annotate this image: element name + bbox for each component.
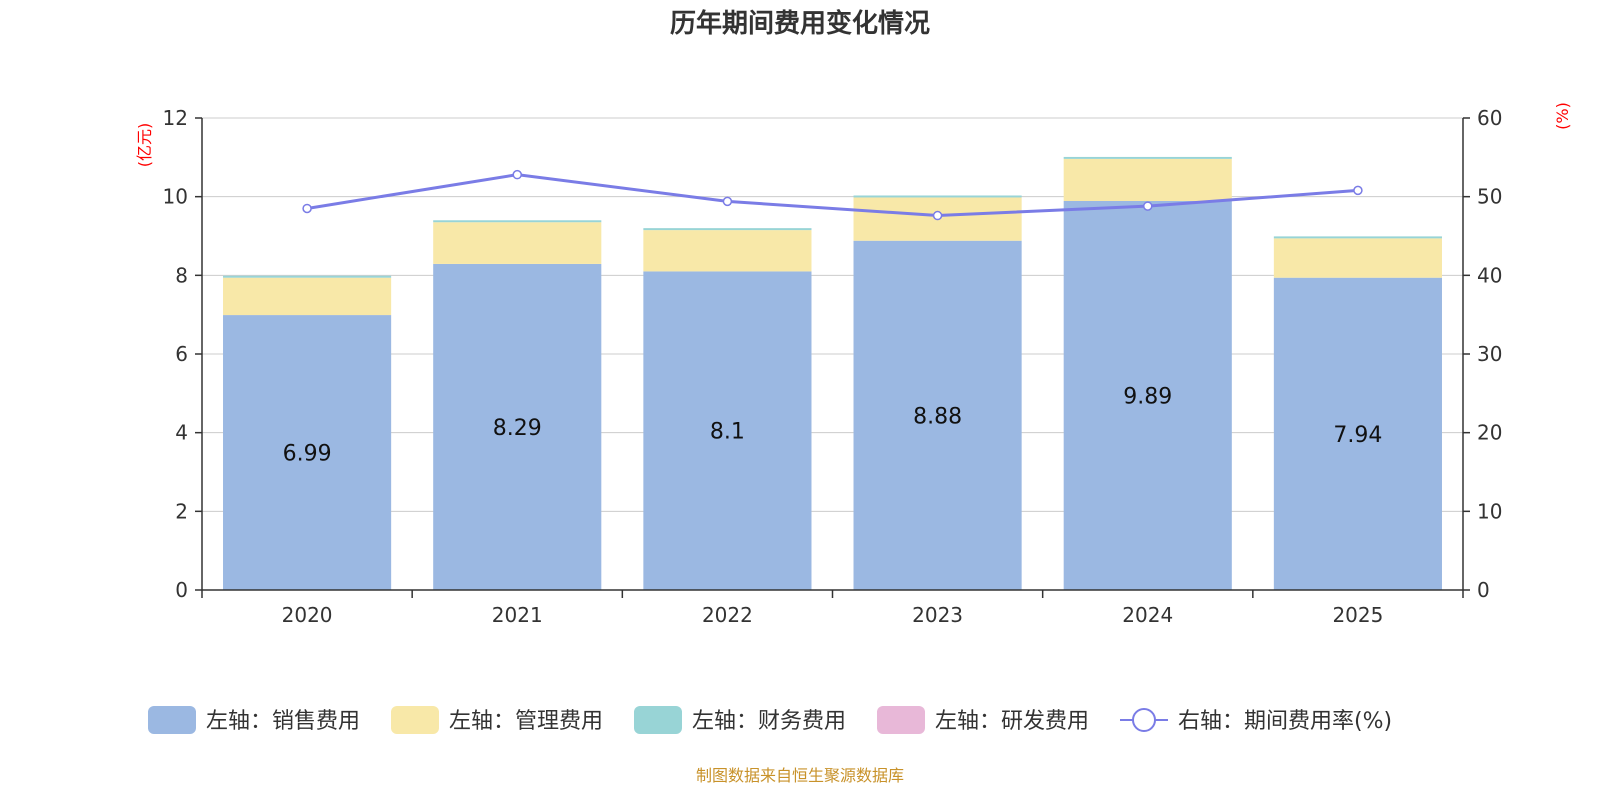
left-tick-label-5: 10 <box>163 185 188 209</box>
left-axis-unit: (亿元) <box>135 123 154 168</box>
left-tick-label-3: 6 <box>175 342 188 366</box>
data-label-2020: 6.99 <box>283 442 332 467</box>
rate-line <box>302 169 1363 221</box>
left-tick-label-1: 2 <box>175 499 188 523</box>
legend-label-4: 右轴：期间费用率(%) <box>1178 709 1392 734</box>
data-label-2025: 7.94 <box>1333 423 1382 448</box>
rate-point-2024 <box>1143 201 1153 211</box>
right-axis-unit: (%) <box>1553 102 1572 130</box>
bar-2022-series-1 <box>643 230 812 272</box>
bar-2023-series-0 <box>853 240 1022 590</box>
left-tick-label-6: 12 <box>163 106 188 130</box>
bars <box>223 156 1442 590</box>
legend-label-0: 左轴：销售费用 <box>206 709 360 734</box>
right-tick-label-5: 50 <box>1477 185 1502 209</box>
source-note: 制图数据来自恒生聚源数据库 <box>696 766 904 785</box>
bar-2021-series-0 <box>433 263 602 590</box>
rate-point-2022 <box>722 196 733 207</box>
bar-2024-series-1 <box>1063 158 1232 201</box>
legend-swatch-marker <box>1132 708 1156 732</box>
x-tick-label-2023: 2023 <box>912 603 963 627</box>
x-tick-label-2021: 2021 <box>492 603 543 627</box>
right-tick-label-6: 60 <box>1477 106 1502 130</box>
data-label-2023: 8.88 <box>913 404 962 429</box>
data-label-2024: 9.89 <box>1123 384 1172 409</box>
rate-line-path <box>306 173 1359 218</box>
data-label-2021: 8.29 <box>493 416 542 441</box>
right-tick-label-0: 0 <box>1477 578 1490 602</box>
bar-2025-series-2 <box>1273 236 1442 239</box>
data-label-2022: 8.1 <box>710 420 745 445</box>
bar-2020-series-2 <box>223 275 392 278</box>
left-tick-label-4: 8 <box>175 263 188 287</box>
right-tick-label-2: 20 <box>1477 421 1502 445</box>
chart-title: 历年期间费用变化情况 <box>670 8 930 39</box>
legend[interactable]: 左轴：销售费用 左轴：管理费用 左轴：财务费用 左轴：研发费用 右轴：期间费用率(%) <box>148 706 1392 734</box>
legend-item-0[interactable]: 左轴：销售费用 <box>148 706 360 734</box>
right-axis-ticks: 0 10 20 30 40 50 60 <box>1463 106 1502 602</box>
rate-point-2023 <box>932 210 943 221</box>
left-tick-label-0: 0 <box>175 578 188 602</box>
bar-2022-series-0 <box>643 271 812 590</box>
bar-2024-series-0 <box>1063 200 1232 590</box>
bar-2022-series-2 <box>643 228 812 231</box>
legend-item-2[interactable]: 左轴：财务费用 <box>634 706 846 734</box>
bar-2025-series-0 <box>1273 277 1442 590</box>
bar-2025-series-1 <box>1273 238 1442 278</box>
legend-item-1[interactable]: 左轴：管理费用 <box>391 706 603 734</box>
left-tick-label-2: 4 <box>175 421 188 445</box>
bar-2021-series-2 <box>433 220 602 223</box>
x-axis-ticks: 2020 2021 2022 2023 2024 2025 <box>201 590 1464 627</box>
rate-point-2020 <box>302 203 312 214</box>
x-tick-label-2020: 2020 <box>282 603 333 627</box>
legend-label-3: 左轴：研发费用 <box>935 709 1089 734</box>
x-tick-label-2022: 2022 <box>702 603 753 627</box>
gridlines <box>202 117 1463 512</box>
x-tick-label-2024: 2024 <box>1122 603 1173 627</box>
legend-item-4[interactable]: 右轴：期间费用率(%) <box>1120 708 1392 734</box>
right-tick-label-1: 10 <box>1477 499 1502 523</box>
right-tick-label-4: 40 <box>1477 263 1502 287</box>
rate-point-2025 <box>1353 185 1363 196</box>
legend-swatch-3 <box>877 706 925 734</box>
bar-2020-series-1 <box>223 277 392 316</box>
rate-point-2021 <box>512 169 522 180</box>
bar-2024-series-2 <box>1063 156 1232 159</box>
legend-item-3[interactable]: 左轴：研发费用 <box>877 706 1089 734</box>
legend-swatch-2 <box>634 706 682 734</box>
bar-2023-series-2 <box>853 195 1022 198</box>
data-labels: 6.99 8.29 8.1 8.88 9.89 7.94 <box>283 384 1383 466</box>
legend-swatch-0 <box>148 706 196 734</box>
legend-label-2: 左轴：财务费用 <box>692 709 846 734</box>
bar-2021-series-1 <box>433 222 602 264</box>
legend-label-1: 左轴：管理费用 <box>449 709 603 734</box>
right-tick-label-3: 30 <box>1477 342 1502 366</box>
x-tick-label-2025: 2025 <box>1332 603 1383 627</box>
bar-2020-series-0 <box>223 315 392 590</box>
legend-swatch-1 <box>391 706 439 734</box>
left-axis-ticks: 0 2 4 6 8 10 12 <box>163 106 202 602</box>
